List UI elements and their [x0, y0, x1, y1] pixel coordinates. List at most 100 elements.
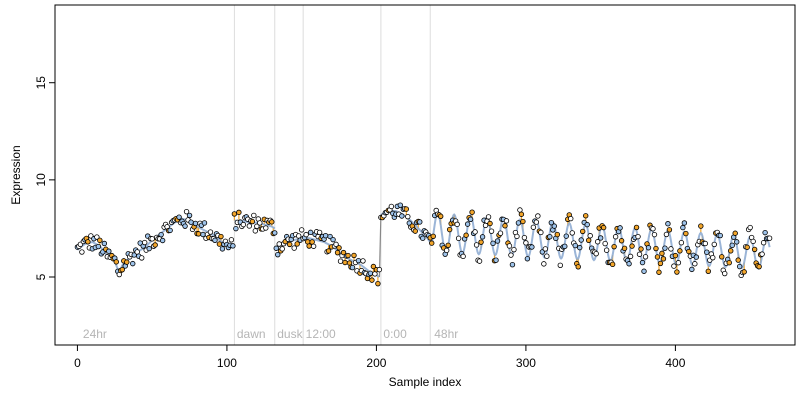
- data-point-400: [672, 252, 679, 259]
- data-point-294: [514, 233, 520, 240]
- data-point-96: [218, 233, 224, 240]
- data-point-185: [351, 252, 357, 259]
- data-point-269: [476, 258, 483, 264]
- data-point-459: [760, 240, 767, 246]
- data-point-260: [463, 232, 469, 238]
- data-point-157: [309, 239, 315, 245]
- data-point-26: [113, 259, 119, 265]
- data-point-375: [635, 233, 641, 240]
- data-point-397: [668, 246, 674, 252]
- data-point-248: [445, 242, 451, 248]
- data-point-299: [521, 234, 528, 241]
- data-point-142: [287, 241, 293, 248]
- data-point-323: [557, 262, 563, 268]
- data-point-62: [167, 227, 173, 234]
- data-point-340: [583, 213, 589, 219]
- data-point-89: [207, 229, 214, 235]
- y-tick-label-2: 15: [34, 76, 48, 90]
- y-tick-label-1: 10: [34, 173, 48, 187]
- data-point-377: [638, 246, 644, 252]
- data-point-414: [693, 254, 700, 260]
- data-point-135: [276, 241, 282, 247]
- data-point-399: [671, 263, 677, 269]
- data-point-335: [575, 264, 581, 270]
- data-point-420: [702, 240, 708, 247]
- data-point-317: [548, 219, 555, 226]
- data-point-166: [322, 232, 329, 239]
- data-point-319: [551, 223, 558, 229]
- data-point-287: [503, 218, 510, 224]
- data-point-304: [529, 244, 535, 250]
- data-point-48: [146, 245, 152, 252]
- annotation-1: dawn: [237, 327, 266, 341]
- data-point-147: [294, 241, 300, 247]
- data-point-188: [355, 257, 362, 264]
- data-point-422: [705, 268, 711, 275]
- data-point-14: [95, 243, 102, 250]
- data-point-392: [660, 256, 667, 262]
- data-point-380: [642, 254, 649, 260]
- data-point-266: [472, 229, 478, 235]
- data-point-280: [493, 257, 499, 263]
- data-point-350: [597, 235, 604, 241]
- data-point-366: [621, 245, 628, 252]
- data-point-312: [541, 261, 547, 267]
- data-point-254: [454, 221, 460, 228]
- data-point-126: [263, 225, 269, 231]
- data-point-417: [698, 223, 704, 229]
- data-point-352: [600, 224, 607, 231]
- data-point-133: [273, 245, 279, 251]
- data-point-353: [602, 240, 608, 247]
- data-point-413: [692, 261, 698, 267]
- data-point-217: [399, 213, 405, 219]
- annotation-2: dusk: [277, 327, 303, 341]
- data-point-295: [515, 220, 522, 226]
- data-point-184: [349, 264, 356, 271]
- data-point-426: [711, 241, 717, 248]
- data-point-289: [506, 243, 513, 249]
- data-point-263: [467, 216, 474, 222]
- data-point-363: [617, 225, 623, 231]
- data-point-43: [139, 255, 145, 261]
- data-point-301: [524, 256, 531, 262]
- data-point-258: [460, 253, 466, 260]
- data-point-333: [572, 242, 578, 249]
- data-point-103: [228, 237, 235, 243]
- data-point-277: [488, 228, 495, 234]
- y-tick-label-0: 5: [34, 273, 48, 280]
- data-point-156: [307, 229, 314, 236]
- data-point-137: [279, 246, 285, 252]
- data-point-122: [257, 220, 263, 226]
- data-point-330: [568, 215, 574, 222]
- data-point-425: [710, 254, 716, 261]
- data-point-442: [735, 257, 741, 263]
- data-point-382: [645, 245, 652, 251]
- data-point-297: [518, 211, 525, 217]
- data-point-176: [337, 258, 344, 264]
- data-point-3: [79, 249, 85, 255]
- data-point-396: [666, 227, 673, 233]
- data-point-369: [626, 261, 632, 267]
- x-tick-label-0: 0: [74, 356, 81, 370]
- data-point-438: [729, 242, 735, 249]
- data-point-178: [340, 249, 347, 256]
- phase-vlines: [233, 5, 431, 345]
- data-point-308: [535, 213, 541, 219]
- data-point-364: [618, 238, 625, 244]
- data-point-37: [130, 260, 136, 267]
- data-point-407: [683, 230, 689, 237]
- data-point-441: [734, 239, 740, 245]
- annotation-5: 48hr: [434, 327, 458, 341]
- data-point-389: [656, 269, 662, 275]
- data-point-92: [212, 237, 218, 244]
- data-point-391: [659, 250, 665, 257]
- data-point-261: [464, 221, 471, 227]
- data-point-155: [306, 243, 312, 249]
- y-axis-title: Expression: [9, 145, 23, 204]
- data-point-153: [303, 231, 309, 238]
- data-point-56: [158, 231, 164, 238]
- x-tick-label-2: 200: [366, 356, 386, 370]
- data-point-430: [717, 232, 723, 239]
- data-point-336: [577, 244, 583, 251]
- data-point-360: [612, 234, 619, 240]
